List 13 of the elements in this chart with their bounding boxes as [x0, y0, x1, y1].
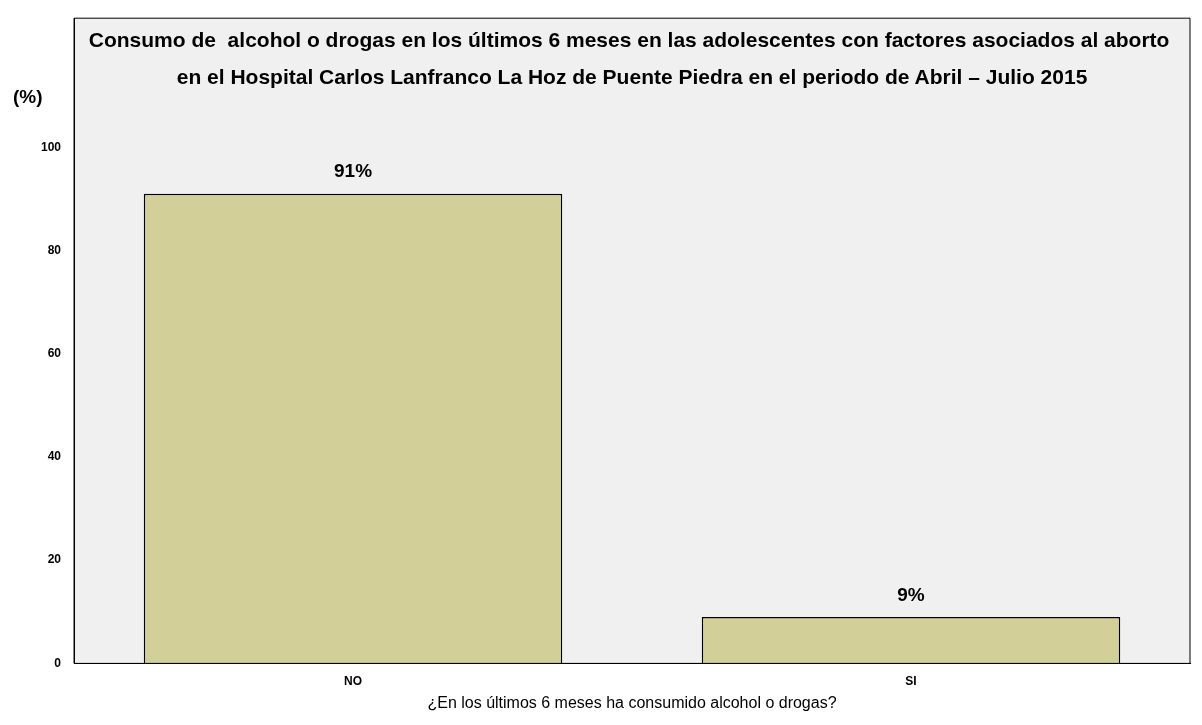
- x-axis-title: ¿En los últimos 6 meses ha consumido alcohol o drogas?: [427, 693, 837, 711]
- y-tick-label: 100: [40, 139, 62, 154]
- y-tick-label: 60: [47, 346, 62, 361]
- data-label: 9%: [897, 583, 925, 605]
- y-axis-title: (%): [13, 86, 43, 108]
- y-tick-label: 0: [54, 655, 62, 670]
- y-tick-label: 20: [47, 552, 62, 567]
- x-tick-label: SI: [905, 673, 917, 688]
- y-tick-label: 80: [47, 242, 62, 257]
- data-label: 91%: [334, 160, 373, 182]
- y-tick-label: 40: [47, 449, 62, 464]
- text: Consumo de alcohol o drogas en los últimos 6 meses en las adolescentes con factores asociados al aborto en el Hospital Carlos Lanfranco La Hoz de Puente Piedra en el periodo de Abril – Julio 2015: [88, 28, 1176, 88]
- x-tick-label: NO: [344, 673, 363, 688]
